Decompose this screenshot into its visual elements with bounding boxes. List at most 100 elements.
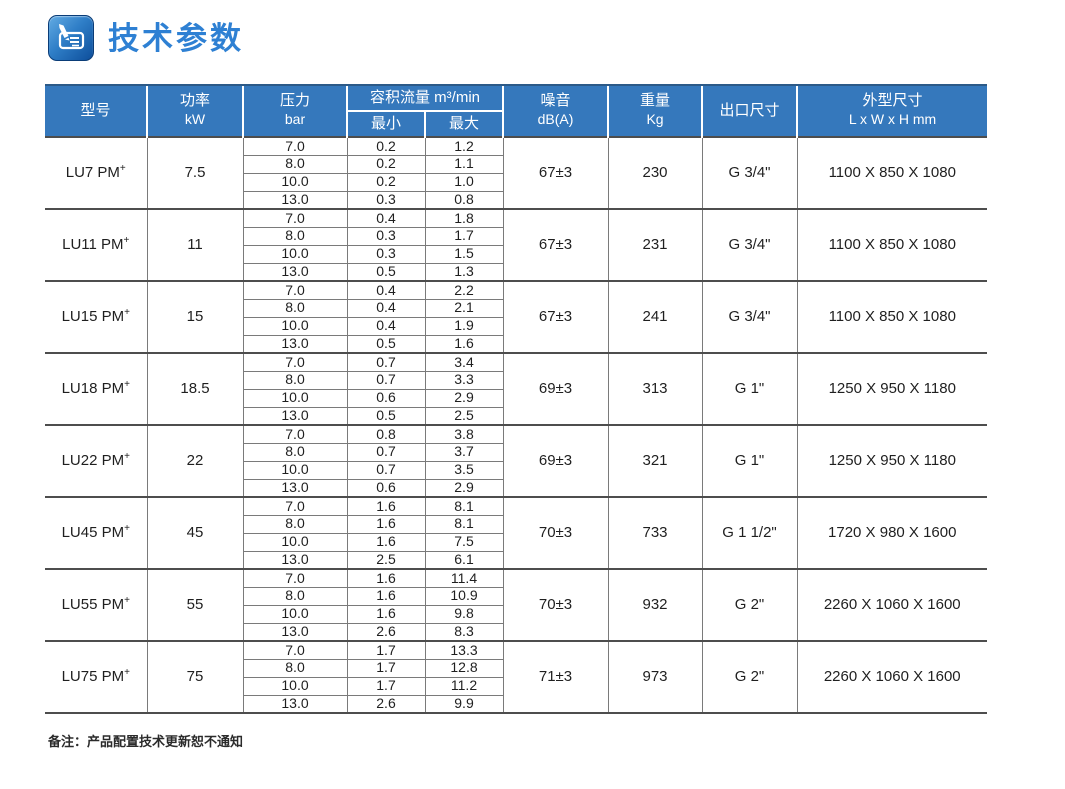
flow-max-cell: 1.7 xyxy=(424,226,503,246)
pressure-cell: 8.0 xyxy=(243,370,348,390)
noise-cell: 69±3 xyxy=(502,352,609,425)
footnote: 备注：产品配置技术更新恕不通知 xyxy=(48,734,244,749)
weight-cell: 973 xyxy=(607,640,703,713)
flow-max-cell: 11.2 xyxy=(424,676,503,696)
flow-max-cell: 1.3 xyxy=(424,262,503,282)
pressure-cell: 10.0 xyxy=(243,532,348,552)
spec-row: 8.0 0.7 3.3 xyxy=(45,370,987,390)
flow-max-cell: 3.4 xyxy=(424,352,504,372)
spec-row: 10.0 0.2 1.0 xyxy=(45,172,987,192)
pressure-cell: 10.0 xyxy=(243,604,348,624)
pressure-cell: 10.0 xyxy=(243,676,348,696)
pressure-cell: 8.0 xyxy=(243,154,348,174)
flow-max-cell: 1.1 xyxy=(424,154,503,174)
weight-cell: 321 xyxy=(607,424,703,497)
model-block: LU75 PM+ 75 7.0 1.7 13.3 71±3 973 G 2" 2260 X 10… xyxy=(45,640,987,714)
flow-max-cell: 2.5 xyxy=(424,406,503,426)
flow-max-cell: 3.8 xyxy=(424,424,504,444)
pressure-cell: 7.0 xyxy=(242,208,348,228)
pressure-cell: 8.0 xyxy=(243,658,348,678)
spec-row: LU45 PM+ 45 7.0 1.6 8.1 70±3 733 G 1 1/2" 1720 X… xyxy=(45,496,987,569)
flow-max-cell: 3.3 xyxy=(424,370,503,390)
flow-max-cell: 1.2 xyxy=(424,136,504,156)
power-cell: 11 xyxy=(146,208,244,281)
dims-cell: 1100 X 850 X 1080 xyxy=(796,280,987,353)
spec-row: LU18 PM+ 18.5 7.0 0.7 3.4 69±3 313 G 1" 1250 X 9… xyxy=(45,352,987,425)
power-cell: 18.5 xyxy=(146,352,244,425)
pressure-cell: 8.0 xyxy=(243,442,348,462)
col-header-power: 功率 kW xyxy=(146,84,243,137)
outlet-cell: G 2" xyxy=(701,640,798,713)
weight-cell: 230 xyxy=(607,136,703,209)
dims-cell: 1250 X 950 X 1180 xyxy=(796,424,987,497)
weight-cell: 932 xyxy=(607,568,703,641)
outlet-cell: G 1" xyxy=(701,352,798,425)
pressure-cell: 7.0 xyxy=(242,136,348,156)
weight-cell: 733 xyxy=(607,496,703,569)
pressure-cell: 10.0 xyxy=(243,460,348,480)
pressure-cell: 13.0 xyxy=(243,406,348,426)
flow-min-cell: 0.4 xyxy=(346,280,426,300)
outlet-cell: G 2" xyxy=(701,568,798,641)
flow-max-cell: 2.9 xyxy=(424,478,503,498)
dims-cell: 1250 X 950 X 1180 xyxy=(796,352,987,425)
flow-max-cell: 7.5 xyxy=(424,532,503,552)
pressure-cell: 8.0 xyxy=(243,514,348,534)
col-header-outlet: 出口尺寸 xyxy=(701,84,797,137)
model-cell: LU15 PM+ xyxy=(45,280,148,353)
spec-row: 8.0 0.2 1.1 xyxy=(45,154,987,174)
flow-min-cell: 0.5 xyxy=(346,406,426,426)
spec-row: 13.0 2.5 6.1 xyxy=(45,550,987,570)
edit-document-icon xyxy=(48,15,94,61)
col-header-pressure: 压力 bar xyxy=(242,84,347,137)
flow-max-cell: 8.1 xyxy=(424,496,504,516)
spec-row: 8.0 1.6 10.9 xyxy=(45,586,987,606)
flow-max-cell: 10.9 xyxy=(424,586,503,606)
flow-min-cell: 1.6 xyxy=(346,532,426,552)
model-cell: LU7 PM+ xyxy=(45,136,148,209)
pressure-cell: 13.0 xyxy=(243,622,348,642)
pressure-cell: 13.0 xyxy=(243,262,348,282)
col-header-noise: 噪音 dB(A) xyxy=(502,84,608,137)
noise-cell: 71±3 xyxy=(502,640,609,713)
pressure-cell: 13.0 xyxy=(243,478,348,498)
model-block: LU18 PM+ 18.5 7.0 0.7 3.4 69±3 313 G 1" 1250 X 9… xyxy=(45,352,987,426)
flow-max-cell: 0.8 xyxy=(424,190,503,210)
spec-row: 8.0 1.7 12.8 xyxy=(45,658,987,678)
outlet-cell: G 3/4" xyxy=(701,208,798,281)
model-cell: LU55 PM+ xyxy=(45,568,148,641)
flow-min-cell: 1.6 xyxy=(346,514,426,534)
flow-min-cell: 0.4 xyxy=(346,298,426,318)
flow-max-cell: 1.5 xyxy=(424,244,503,264)
flow-min-cell: 0.6 xyxy=(346,388,426,408)
pressure-cell: 10.0 xyxy=(243,388,348,408)
dims-cell: 1100 X 850 X 1080 xyxy=(796,208,987,281)
flow-min-cell: 0.7 xyxy=(346,460,426,480)
flow-max-cell: 9.9 xyxy=(424,694,503,714)
pressure-cell: 8.0 xyxy=(243,298,348,318)
spec-row: LU22 PM+ 22 7.0 0.8 3.8 69±3 321 G 1" 1250 X 950… xyxy=(45,424,987,497)
power-cell: 75 xyxy=(146,640,244,713)
noise-cell: 67±3 xyxy=(502,208,609,281)
flow-max-cell: 8.3 xyxy=(424,622,503,642)
flow-max-cell: 11.4 xyxy=(424,568,504,588)
pressure-cell: 10.0 xyxy=(243,316,348,336)
noise-cell: 70±3 xyxy=(502,568,609,641)
section-title-bar: 技术参数 xyxy=(48,13,1065,63)
spec-row: 13.0 0.6 2.9 xyxy=(45,478,987,498)
spec-row: 13.0 0.3 0.8 xyxy=(45,190,987,210)
dims-cell: 1720 X 980 X 1600 xyxy=(796,496,987,569)
spec-row: LU75 PM+ 75 7.0 1.7 13.3 71±3 973 G 2" 2260 X 10… xyxy=(45,640,987,713)
flow-min-cell: 0.8 xyxy=(346,424,426,444)
flow-max-cell: 1.9 xyxy=(424,316,503,336)
flow-min-cell: 0.2 xyxy=(346,154,426,174)
flow-min-cell: 1.6 xyxy=(346,586,426,606)
pressure-cell: 8.0 xyxy=(243,226,348,246)
spec-row: 10.0 1.6 9.8 xyxy=(45,604,987,624)
pressure-cell: 7.0 xyxy=(242,280,348,300)
pressure-cell: 7.0 xyxy=(242,568,348,588)
flow-max-cell: 9.8 xyxy=(424,604,503,624)
outlet-cell: G 3/4" xyxy=(701,136,798,209)
model-block: LU45 PM+ 45 7.0 1.6 8.1 70±3 733 G 1 1/2" 1720 X… xyxy=(45,496,987,570)
pressure-cell: 7.0 xyxy=(242,640,348,660)
